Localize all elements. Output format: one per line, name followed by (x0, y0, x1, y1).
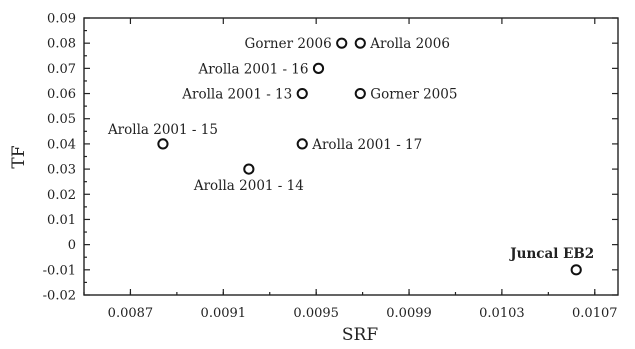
point-label: Juncal EB2 (509, 246, 594, 262)
y-tick-label: 0.03 (47, 163, 76, 178)
data-point (336, 37, 348, 49)
y-tick-label: -0.01 (43, 263, 76, 278)
data-point (157, 138, 169, 150)
y-axis-title: TF (9, 145, 29, 168)
point-label: Arolla 2001 - 13 (181, 87, 292, 103)
data-point (312, 62, 325, 74)
point-label: Gorner 2006 (245, 36, 332, 52)
data-point (243, 163, 255, 175)
data-point (354, 87, 366, 100)
data-point (570, 264, 582, 276)
y-tick-label: 0.01 (47, 213, 76, 228)
x-axis-title: SRF (342, 325, 378, 345)
point-label: Arolla 2001 - 14 (193, 178, 304, 194)
x-tick-label: 0.0091 (201, 306, 247, 321)
point-label: Gorner 2005 (370, 87, 457, 103)
x-tick-label: 0.0103 (479, 306, 525, 321)
point-label: Arolla 2001 - 16 (198, 61, 309, 77)
data-point (354, 37, 366, 49)
y-tick-label: 0.09 (47, 12, 76, 27)
data-point (296, 87, 308, 100)
y-tick-label: 0 (68, 238, 76, 253)
y-tick-label: 0.02 (47, 188, 76, 203)
y-tick-label: -0.02 (43, 289, 76, 304)
x-tick-label: 0.0095 (293, 306, 339, 321)
x-tick-label: 0.0099 (386, 306, 432, 321)
point-label: Arolla 2001 - 17 (311, 137, 422, 153)
y-tick-label: 0.06 (47, 87, 76, 102)
y-tick-label: 0.08 (47, 37, 76, 52)
point-label: Arolla 2001 - 15 (107, 122, 218, 138)
y-tick-label: 0.07 (47, 62, 76, 77)
data-points: Gorner 2006 Arolla 2006 Arolla 2001 - 16 Ar… (107, 36, 594, 276)
y-tick-label: 0.04 (47, 137, 76, 152)
ticks: 0.09 0.08 0.07 0.06 0.05 0.04 0.03 0.02 0.01 0 -0.… (43, 12, 618, 321)
y-tick-label: 0.05 (47, 112, 76, 127)
x-tick-label: 0.0087 (108, 306, 154, 321)
point-label: Arolla 2006 (369, 36, 450, 52)
data-point (296, 138, 308, 150)
x-tick-label: 0.0107 (572, 306, 618, 321)
